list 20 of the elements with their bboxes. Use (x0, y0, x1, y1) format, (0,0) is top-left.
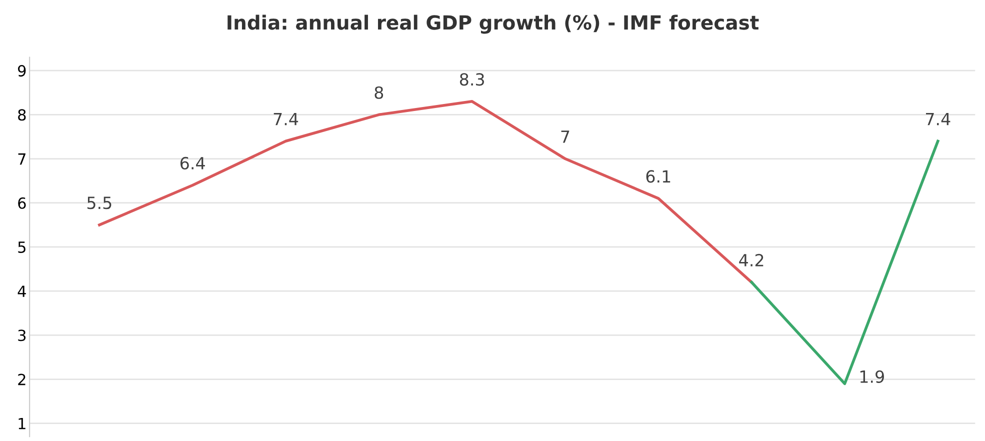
y-tick-label: 9 (18, 65, 26, 77)
y-tick-label: 4 (18, 286, 26, 297)
y-tick-label: 8 (18, 109, 26, 121)
data-label: 6.1 (646, 170, 670, 183)
data-label: 8.3 (460, 73, 484, 86)
y-tick-label: 2 (18, 374, 26, 386)
data-label: 8 (374, 86, 384, 99)
chart-title: India: annual real GDP growth (%) - IMF forecast (228, 14, 759, 34)
y-tick-label: 1 (18, 418, 26, 430)
data-label: 4.2 (739, 254, 764, 266)
y-tick-label: 7 (18, 153, 26, 165)
data-label: 7.4 (926, 113, 950, 126)
data-label: 6.4 (180, 156, 205, 170)
data-label: 7 (561, 130, 570, 143)
y-tick-label: 3 (18, 330, 26, 342)
y-tick-label: 5 (18, 242, 26, 253)
y-tick-label: 6 (18, 197, 26, 209)
data-label: 7.4 (274, 113, 298, 126)
data-label: 5.5 (87, 196, 112, 210)
data-label: 1.9 (860, 370, 884, 383)
